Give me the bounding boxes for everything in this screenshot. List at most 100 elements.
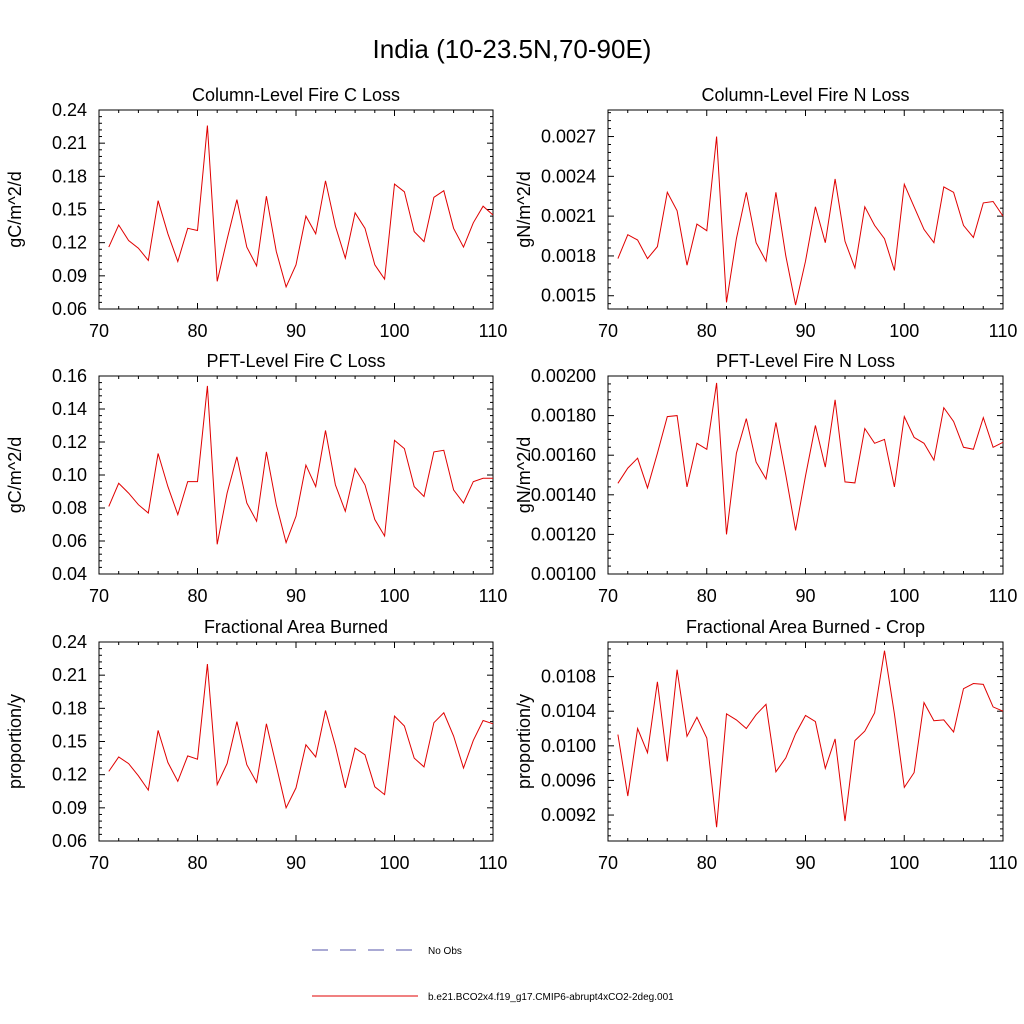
series-line xyxy=(108,125,494,289)
plot-frame xyxy=(98,375,494,575)
chart-panel-3: PFT-Level Fire C Loss gC/m^2/d 70 80 90 100 11… xyxy=(5,351,507,606)
y-tick-label: 0.0027 xyxy=(541,127,596,147)
x-tick-label: 100 xyxy=(379,586,409,606)
series-line xyxy=(108,385,493,545)
y-tick-label: 0.00120 xyxy=(531,524,596,544)
x-tick-label: 90 xyxy=(795,853,815,873)
x-tick-label: 70 xyxy=(598,853,618,873)
x-tick-label: 90 xyxy=(286,321,306,341)
series-line xyxy=(617,136,1004,306)
y-tick-label: 0.04 xyxy=(52,564,87,584)
plot-frame xyxy=(98,109,494,310)
y-tick-label: 0.00160 xyxy=(531,445,596,465)
y-tick-label: 0.08 xyxy=(52,498,87,518)
y-tick-label: 0.16 xyxy=(52,366,87,386)
y-tick-label: 0.15 xyxy=(52,200,87,220)
x-tick-label: 80 xyxy=(187,321,207,341)
plot-frame xyxy=(607,109,1004,310)
y-tick-label: 0.24 xyxy=(52,100,87,120)
y-tick-label: 0.0100 xyxy=(541,736,596,756)
chart-panel-1: Column-Level Fire C Loss gC/m^2/d 70 80 90 10… xyxy=(5,85,507,341)
x-tick-label: 70 xyxy=(89,853,109,873)
y-tick-label: 0.18 xyxy=(52,166,87,186)
y-tick-label: 0.06 xyxy=(52,299,87,319)
x-tick-label: 80 xyxy=(187,586,207,606)
y-tick-label: 0.18 xyxy=(52,698,87,718)
x-tick-label: 90 xyxy=(286,586,306,606)
chart-title: Fractional Area Burned xyxy=(204,617,388,637)
y-tick-label: 0.21 xyxy=(52,665,87,685)
x-tick-label: 100 xyxy=(889,321,919,341)
y-tick-label: 0.00200 xyxy=(531,366,596,386)
legend-no-obs-label: No Obs xyxy=(428,946,462,957)
chart-title: PFT-Level Fire C Loss xyxy=(206,351,385,371)
x-tick-label: 100 xyxy=(889,853,919,873)
y-tick-label: 0.12 xyxy=(52,432,87,452)
series-line xyxy=(617,650,1004,828)
x-tick-label: 80 xyxy=(697,853,717,873)
y-tick-label: 0.00180 xyxy=(531,406,596,426)
plot-frame xyxy=(607,641,1004,842)
y-axis-label: gN/m^2/d xyxy=(514,437,534,513)
x-tick-label: 80 xyxy=(187,853,207,873)
y-tick-label: 0.0015 xyxy=(541,286,596,306)
x-tick-label: 100 xyxy=(379,321,409,341)
x-tick-label: 80 xyxy=(697,586,717,606)
x-tick-label: 100 xyxy=(889,586,919,606)
y-axis-label: gN/m^2/d xyxy=(514,171,534,247)
x-tick-label: 110 xyxy=(479,853,508,873)
x-tick-label: 70 xyxy=(89,586,109,606)
y-axis-label: proportion/y xyxy=(514,694,534,789)
y-tick-label: 0.09 xyxy=(52,798,87,818)
x-tick-label: 70 xyxy=(89,321,109,341)
x-tick-label: 70 xyxy=(598,586,618,606)
y-tick-label: 0.24 xyxy=(52,632,87,652)
y-tick-label: 0.12 xyxy=(52,765,87,785)
plot-frame xyxy=(98,641,494,842)
y-tick-label: 0.12 xyxy=(52,233,87,253)
x-tick-label: 100 xyxy=(379,853,409,873)
y-tick-label: 0.21 xyxy=(52,133,87,153)
y-tick-label: 0.06 xyxy=(52,831,87,851)
y-tick-label: 0.0018 xyxy=(541,246,596,266)
y-tick-label: 0.00140 xyxy=(531,485,596,505)
y-tick-label: 0.06 xyxy=(52,531,87,551)
x-tick-label: 110 xyxy=(479,586,508,606)
x-tick-label: 80 xyxy=(697,321,717,341)
x-tick-label: 110 xyxy=(989,321,1018,341)
chart-panel-4: PFT-Level Fire N Loss gN/m^2/d 70 80 90 100 11… xyxy=(514,351,1017,606)
chart-panel-5: Fractional Area Burned proportion/y 70 80 90… xyxy=(5,617,507,873)
x-tick-label: 110 xyxy=(989,853,1018,873)
y-tick-label: 0.0104 xyxy=(541,701,596,721)
x-tick-label: 90 xyxy=(795,321,815,341)
y-axis-label: gC/m^2/d xyxy=(5,437,25,513)
y-tick-label: 0.0024 xyxy=(541,166,596,186)
series-line xyxy=(108,664,494,810)
chart-panel-6: Fractional Area Burned - Crop proportion/… xyxy=(514,617,1017,873)
y-tick-label: 0.0096 xyxy=(541,770,596,790)
legend: No Obs b.e21.BCO2x4.f19_g17.CMIP6-abrupt4… xyxy=(312,946,674,1003)
x-tick-label: 110 xyxy=(989,586,1018,606)
series-line xyxy=(617,382,1004,535)
y-tick-label: 0.09 xyxy=(52,266,87,286)
y-axis-label: gC/m^2/d xyxy=(5,171,25,247)
y-tick-label: 0.14 xyxy=(52,399,87,419)
x-tick-label: 70 xyxy=(598,321,618,341)
y-tick-label: 0.0092 xyxy=(541,805,596,825)
y-tick-label: 0.0021 xyxy=(541,206,596,226)
y-axis-label: proportion/y xyxy=(5,694,25,789)
chart-title: PFT-Level Fire N Loss xyxy=(716,351,895,371)
x-tick-label: 90 xyxy=(795,586,815,606)
chart-title: Column-Level Fire N Loss xyxy=(701,85,909,105)
y-tick-label: 0.15 xyxy=(52,732,87,752)
y-tick-label: 0.10 xyxy=(52,465,87,485)
y-tick-label: 0.00100 xyxy=(531,564,596,584)
chart-panel-2: Column-Level Fire N Loss gN/m^2/d 70 80 90 10… xyxy=(514,85,1017,341)
x-tick-label: 90 xyxy=(286,853,306,873)
main-title: India (10-23.5N,70-90E) xyxy=(372,34,652,64)
chart-title: Column-Level Fire C Loss xyxy=(192,85,400,105)
legend-model-label: b.e21.BCO2x4.f19_g17.CMIP6-abrupt4xCO2-2… xyxy=(428,992,674,1003)
x-tick-label: 110 xyxy=(479,321,508,341)
chart-title: Fractional Area Burned - Crop xyxy=(686,617,925,637)
